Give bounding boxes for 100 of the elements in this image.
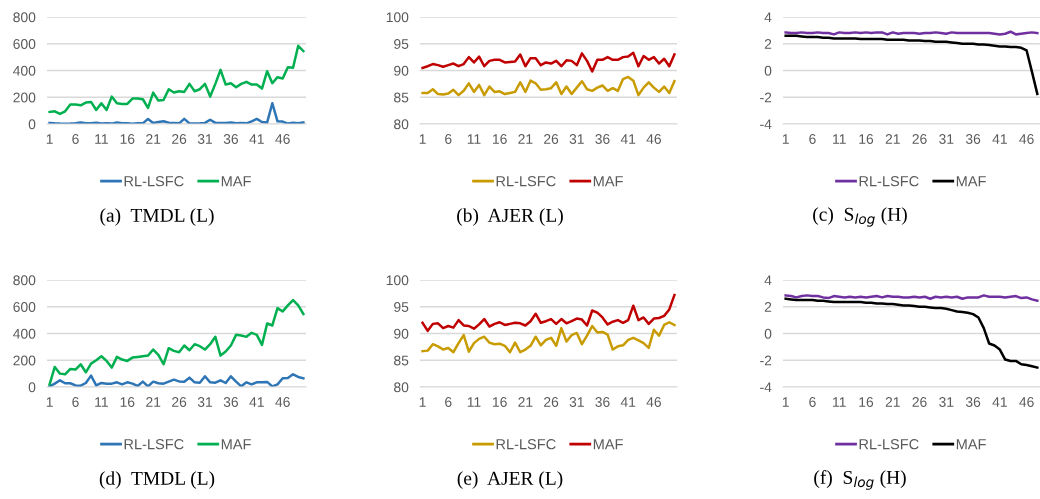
y-tick-label: 200 [13,92,36,103]
y-tick-label: 85 [394,355,409,366]
x-tick-label: 16 [859,134,874,144]
x-tick-label: 26 [912,397,927,407]
x-tick-label: 46 [646,397,661,407]
x-tick-label: 36 [223,397,238,407]
line-series [421,75,676,97]
y-tick-label: 800 [13,12,36,23]
y-tick-label: 90 [394,65,409,76]
x-tick-label: 31 [939,134,954,144]
y-tick-label: -4 [760,119,772,130]
x-tick-label: 46 [646,134,661,144]
x-tick-label: 21 [885,397,900,407]
y-tick-label: 4 [764,12,772,23]
y-tick-label: 0 [764,328,772,339]
x-tick-label: 36 [223,134,238,144]
x-tick-label: 46 [1019,134,1034,144]
legend-label: RL-LSFC [124,176,184,187]
y-tick-label: -4 [760,382,772,393]
x-tick-label: 46 [275,397,290,407]
x-tick-label: 41 [620,397,636,407]
x-tick-label: 41 [620,134,636,144]
x-tick-label: 26 [544,397,559,407]
line-series [48,298,305,386]
x-tick-label: 1 [419,397,426,407]
x-tick-label: 21 [518,397,533,407]
text: (f) S$_{log}$ (H) [814,470,906,490]
x-tick-label: 11 [833,397,846,407]
legend-label: RL-LSFC [496,176,556,187]
legend-label: RL-LSFC [496,439,556,450]
text: (b) AJER (L) [457,208,563,226]
x-tick-label: 1 [46,134,53,144]
x-tick-label: 41 [249,134,264,144]
x-tick-label: 16 [120,134,135,144]
legend-label: MAF [221,439,251,450]
x-tick-label: 16 [493,397,507,407]
x-tick-label: 31 [939,397,954,407]
x-tick-label: 1 [46,397,53,407]
x-tick-label: 11 [95,397,108,407]
text: (a) TMDL (L) [100,208,214,226]
x-tick-label: 21 [518,134,533,144]
x-tick-label: 1 [782,134,789,144]
x-tick-label: 26 [172,134,187,144]
y-tick-label: 100 [386,275,409,286]
x-tick-label: 36 [595,134,610,144]
x-tick-label: 31 [197,134,213,144]
x-tick-label: 6 [445,134,452,144]
y-tick-label: 400 [13,328,36,339]
y-tick-label: 95 [394,302,409,312]
text: (d) TMDL (L) [99,471,215,489]
x-tick-label: 31 [569,134,584,144]
y-tick-label: 85 [394,92,409,103]
x-tick-label: 21 [146,397,161,407]
x-tick-label: 11 [95,134,108,144]
y-tick-label: -2 [760,355,772,366]
x-tick-label: 21 [146,134,161,144]
x-tick-label: 21 [885,134,900,144]
x-tick-label: 26 [544,134,559,144]
line-series [421,293,676,333]
y-tick-label: 0 [28,119,36,130]
x-tick-label: 36 [595,397,610,407]
x-tick-label: 11 [467,397,481,407]
x-tick-label: 46 [275,134,290,144]
x-tick-label: 6 [72,397,79,407]
x-tick-label: 36 [965,134,981,144]
x-tick-label: 11 [467,134,481,144]
line-series [421,51,676,73]
line-series [784,34,1039,96]
x-tick-label: 41 [992,397,1007,407]
line-series [48,373,305,387]
x-tick-label: 1 [419,134,426,144]
y-tick-label: 80 [394,119,409,130]
x-tick-label: 41 [249,397,264,407]
x-tick-label: 11 [833,134,846,144]
legend-label: RL-LSFC [859,439,919,450]
y-tick-label: 2 [764,39,772,49]
x-tick-label: 26 [172,397,187,407]
line-series [48,44,305,116]
x-tick-label: 6 [445,397,452,407]
x-tick-label: 46 [1019,397,1034,407]
y-tick-label: 2 [764,302,772,312]
x-tick-label: 6 [809,397,816,407]
x-tick-label: 6 [809,134,816,144]
legend-label: RL-LSFC [859,176,919,187]
x-tick-label: 36 [965,397,981,407]
y-tick-label: 400 [13,65,36,76]
y-tick-label: 200 [13,355,36,366]
line-series [421,321,676,354]
x-tick-label: 16 [493,134,507,144]
legend-label: MAF [956,176,986,187]
y-tick-label: 90 [394,328,409,339]
legend-label: MAF [593,176,623,187]
y-tick-label: 4 [764,275,772,286]
legend-label: MAF [956,439,986,450]
x-tick-label: 31 [569,397,584,407]
y-tick-label: 600 [13,302,36,312]
text: (e) AJER (L) [457,471,563,489]
text: (c) S$_{log}$ (H) [813,207,907,227]
legend-label: RL-LSFC [124,439,184,450]
y-tick-label: 95 [394,39,409,49]
